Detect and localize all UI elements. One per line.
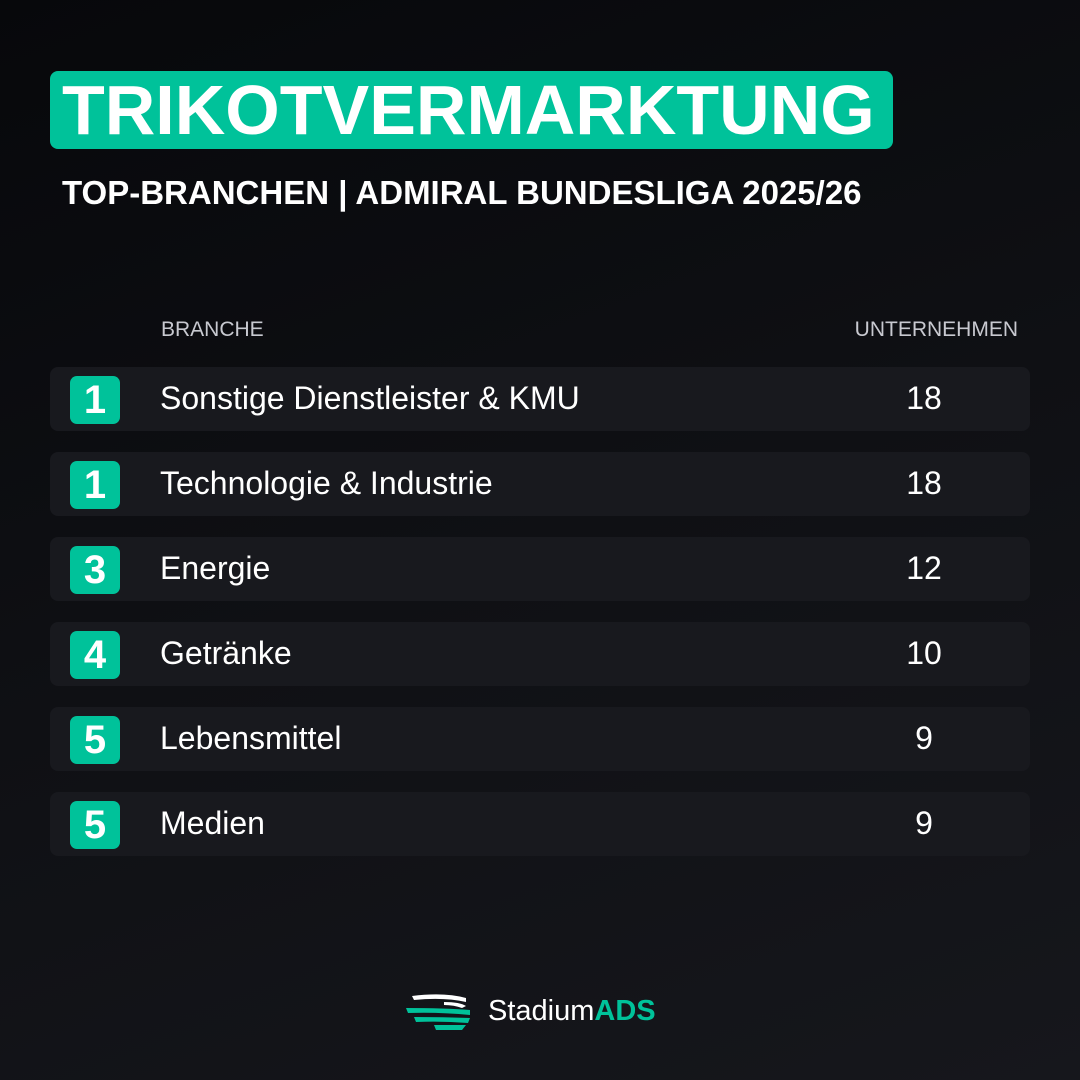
- company-count: 9: [915, 720, 933, 756]
- column-header-branche: BRANCHE: [161, 318, 264, 341]
- logo-wordmark: StadiumADS: [488, 995, 656, 1028]
- table-row: 5 Lebensmittel 9: [50, 707, 1030, 771]
- rank-badge: 3: [70, 546, 120, 594]
- table-row: 4 Getränke 10: [50, 622, 1030, 686]
- company-count: 18: [906, 465, 942, 501]
- company-count: 12: [906, 550, 942, 586]
- branche-name: Technologie & Industrie: [160, 465, 493, 501]
- table-row: 1 Technologie & Industrie 18: [50, 452, 1030, 516]
- table-row: 5 Medien 9: [50, 792, 1030, 856]
- company-count: 9: [915, 805, 933, 841]
- rank-badge: 4: [70, 631, 120, 679]
- page-subtitle: TOP-BRANCHEN | ADMIRAL BUNDESLIGA 2025/2…: [62, 174, 862, 211]
- branche-name: Lebensmittel: [160, 720, 342, 756]
- page-title: TRIKOTVERMARKTUNG: [62, 71, 875, 149]
- column-header-unternehmen: UNTERNEHMEN: [854, 318, 1018, 341]
- logo-text-ads: ADS: [594, 994, 656, 1027]
- rank-badge: 5: [70, 801, 120, 849]
- branche-name: Getränke: [160, 635, 292, 671]
- branche-name: Sonstige Dienstleister & KMU: [160, 380, 580, 416]
- title-banner: TRIKOTVERMARKTUNG: [50, 71, 893, 149]
- company-count: 18: [906, 380, 942, 416]
- stadium-icon: [406, 994, 470, 1030]
- table-row: 1 Sonstige Dienstleister & KMU 18: [50, 367, 1030, 431]
- branche-name: Medien: [160, 805, 265, 841]
- table-row: 3 Energie 12: [50, 537, 1030, 601]
- rank-badge: 1: [70, 461, 120, 509]
- company-count: 10: [906, 635, 942, 671]
- stadiumads-logo: StadiumADS: [404, 990, 656, 1032]
- branche-name: Energie: [160, 550, 271, 586]
- logo-text-stadium: Stadium: [488, 994, 595, 1027]
- rank-badge: 1: [70, 376, 120, 424]
- rank-badge: 5: [70, 716, 120, 764]
